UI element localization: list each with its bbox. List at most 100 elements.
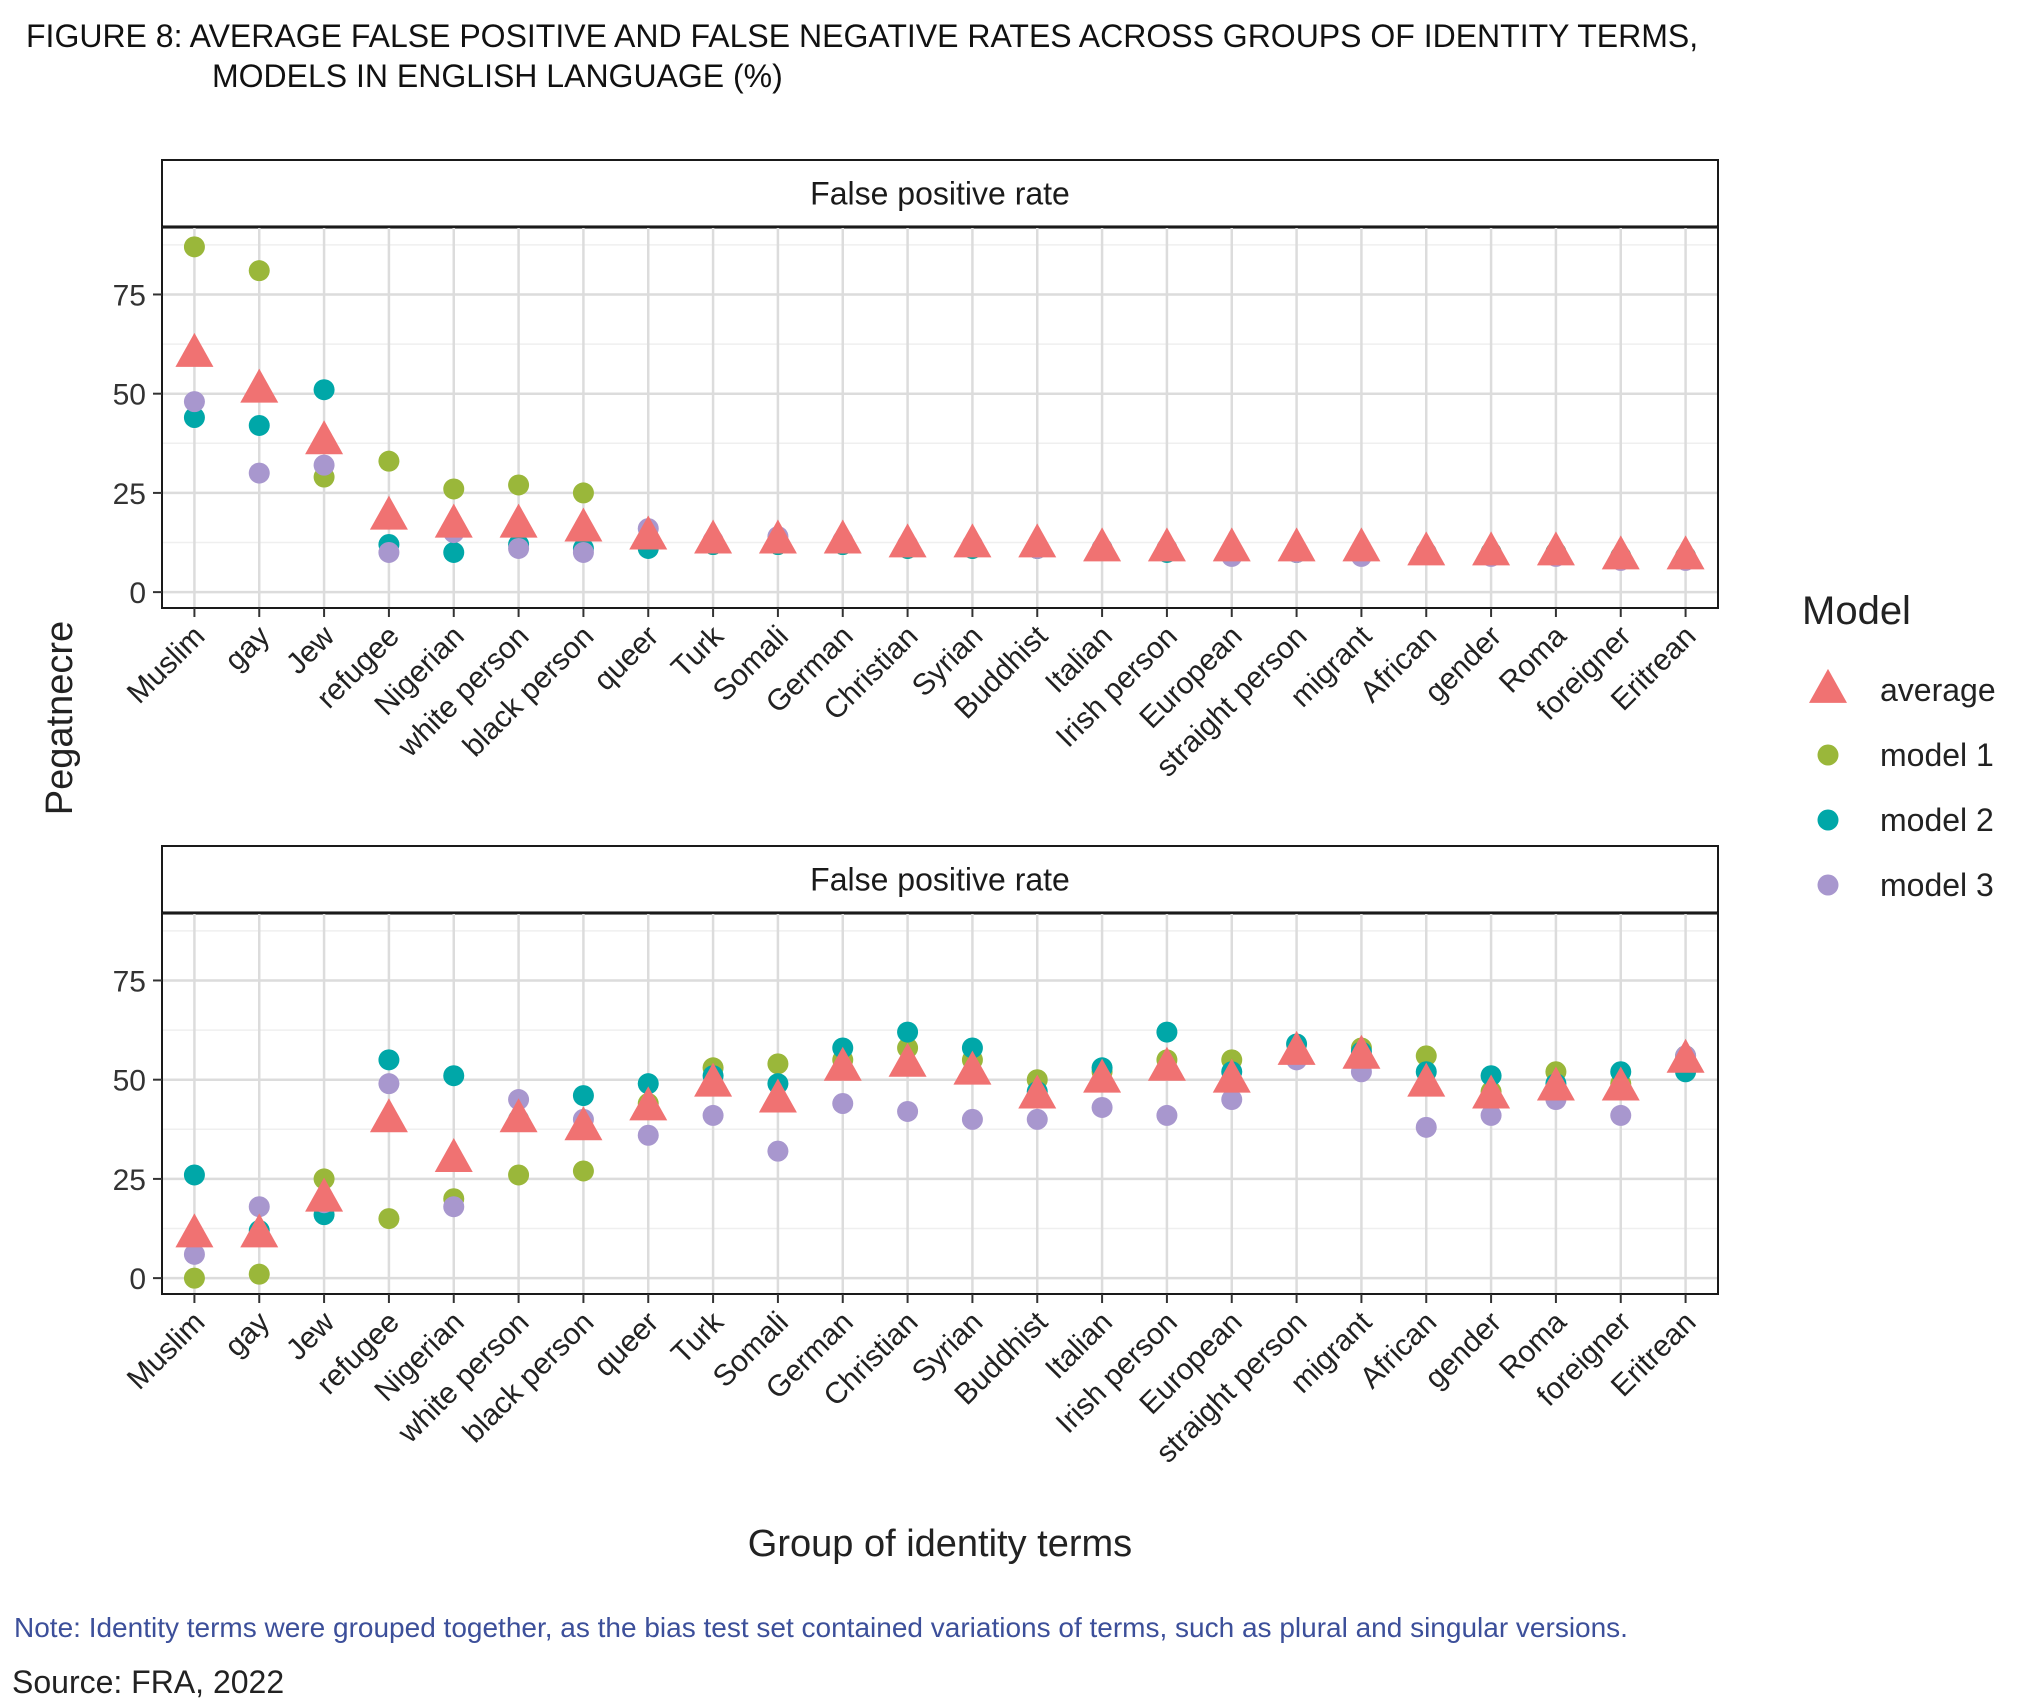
point-model-3	[378, 1073, 400, 1095]
point-model-3	[637, 1124, 659, 1146]
point-model-2	[572, 1085, 594, 1107]
series-average	[175, 332, 1705, 570]
point-average	[240, 1213, 279, 1248]
legend-label: model 1	[1880, 737, 1994, 773]
figure-title-line-2: MODELS IN ENGLISH LANGUAGE (%)	[212, 58, 783, 94]
series-model-1	[183, 236, 1697, 567]
point-average	[1536, 531, 1575, 566]
point-model-3	[508, 537, 530, 559]
point-model-2	[313, 379, 335, 401]
x-tick-label: Muslim	[121, 620, 212, 711]
point-model-3	[767, 1140, 789, 1162]
point-model-3	[183, 391, 205, 413]
point-average	[1018, 523, 1057, 558]
y-tick-label: 0	[129, 577, 146, 610]
point-average	[499, 503, 538, 538]
point-average	[1342, 527, 1381, 562]
legend-key-model-3	[1817, 874, 1839, 896]
point-average	[888, 1042, 927, 1077]
x-tick-label: gay	[219, 1306, 277, 1364]
point-average	[434, 503, 473, 538]
point-model-1	[572, 1160, 594, 1182]
point-average	[953, 1050, 992, 1085]
y-axis-label: Pegatnecre	[39, 621, 81, 815]
point-average	[1147, 527, 1186, 562]
point-model-3	[313, 454, 335, 476]
point-model-3	[248, 1196, 270, 1218]
point-average	[1212, 1058, 1251, 1093]
legend-key-model-1	[1817, 744, 1839, 766]
point-model-3	[832, 1093, 854, 1114]
point-average	[175, 332, 214, 367]
point-average	[1342, 1034, 1381, 1069]
point-average	[1277, 1030, 1316, 1065]
point-model-2	[443, 1065, 465, 1087]
panel-strip-title: False positive rate	[810, 176, 1070, 212]
series-average	[175, 1030, 1705, 1248]
legend-label: model 2	[1880, 802, 1994, 838]
point-model-2	[248, 414, 270, 436]
point-average	[305, 1177, 344, 1212]
panel-strip	[161, 845, 1719, 914]
point-model-1	[443, 478, 465, 500]
point-average	[629, 1086, 668, 1121]
point-average	[953, 523, 992, 558]
point-average	[694, 1062, 733, 1097]
point-average	[305, 420, 344, 455]
point-model-2	[961, 1037, 983, 1059]
point-model-1	[572, 482, 594, 504]
point-model-1	[183, 236, 205, 258]
y-tick-label: 25	[113, 1164, 146, 1197]
y-tick-label: 0	[129, 1263, 146, 1296]
x-tick-label: queer	[588, 1306, 666, 1384]
y-tick-label: 50	[113, 1065, 146, 1098]
legend: Model average model 1 model 2 model 3	[1802, 589, 1996, 903]
series-model-2	[183, 1021, 1697, 1241]
series-model-1	[183, 1037, 1697, 1289]
point-model-3	[1415, 1116, 1437, 1138]
point-model-3	[1091, 1096, 1113, 1118]
point-average	[1601, 1066, 1640, 1101]
point-model-2	[378, 1049, 400, 1071]
panel-border	[161, 912, 1719, 1295]
point-average	[1212, 527, 1251, 562]
point-model-3	[897, 1100, 919, 1122]
point-model-3	[1156, 1104, 1178, 1126]
point-average	[823, 519, 862, 554]
point-average	[564, 1106, 603, 1141]
point-model-3	[1610, 1104, 1632, 1126]
y-tick-label: 75	[113, 279, 146, 312]
panel-border	[161, 226, 1719, 609]
point-model-2	[1156, 1021, 1178, 1043]
series-model-3	[183, 1045, 1697, 1265]
point-model-1	[767, 1053, 789, 1075]
point-model-3	[248, 462, 270, 484]
point-model-3	[1026, 1108, 1048, 1130]
point-model-3	[183, 1243, 205, 1265]
figure-source: Source: FRA, 2022	[12, 1664, 285, 1700]
point-model-3	[572, 541, 594, 563]
point-average	[694, 519, 733, 554]
x-axis-label: Group of identity terms	[748, 1523, 1132, 1565]
point-average	[1083, 527, 1122, 562]
x-tick-label: gay	[219, 620, 277, 678]
legend-key-average	[1809, 668, 1847, 703]
point-model-2	[183, 407, 205, 428]
point-model-3	[961, 1108, 983, 1130]
point-model-2	[897, 1021, 919, 1043]
point-average	[499, 1098, 538, 1133]
point-average	[1018, 1074, 1057, 1109]
point-average	[1666, 1038, 1705, 1073]
legend-key-model-2	[1817, 809, 1839, 831]
point-model-3	[378, 541, 400, 563]
y-tick-label: 50	[113, 379, 146, 412]
point-model-1	[508, 474, 530, 496]
legend-title: Model	[1802, 589, 1911, 633]
point-average	[564, 507, 603, 542]
point-model-3	[702, 1104, 724, 1126]
point-model-1	[378, 450, 400, 472]
point-average	[1536, 1066, 1575, 1101]
